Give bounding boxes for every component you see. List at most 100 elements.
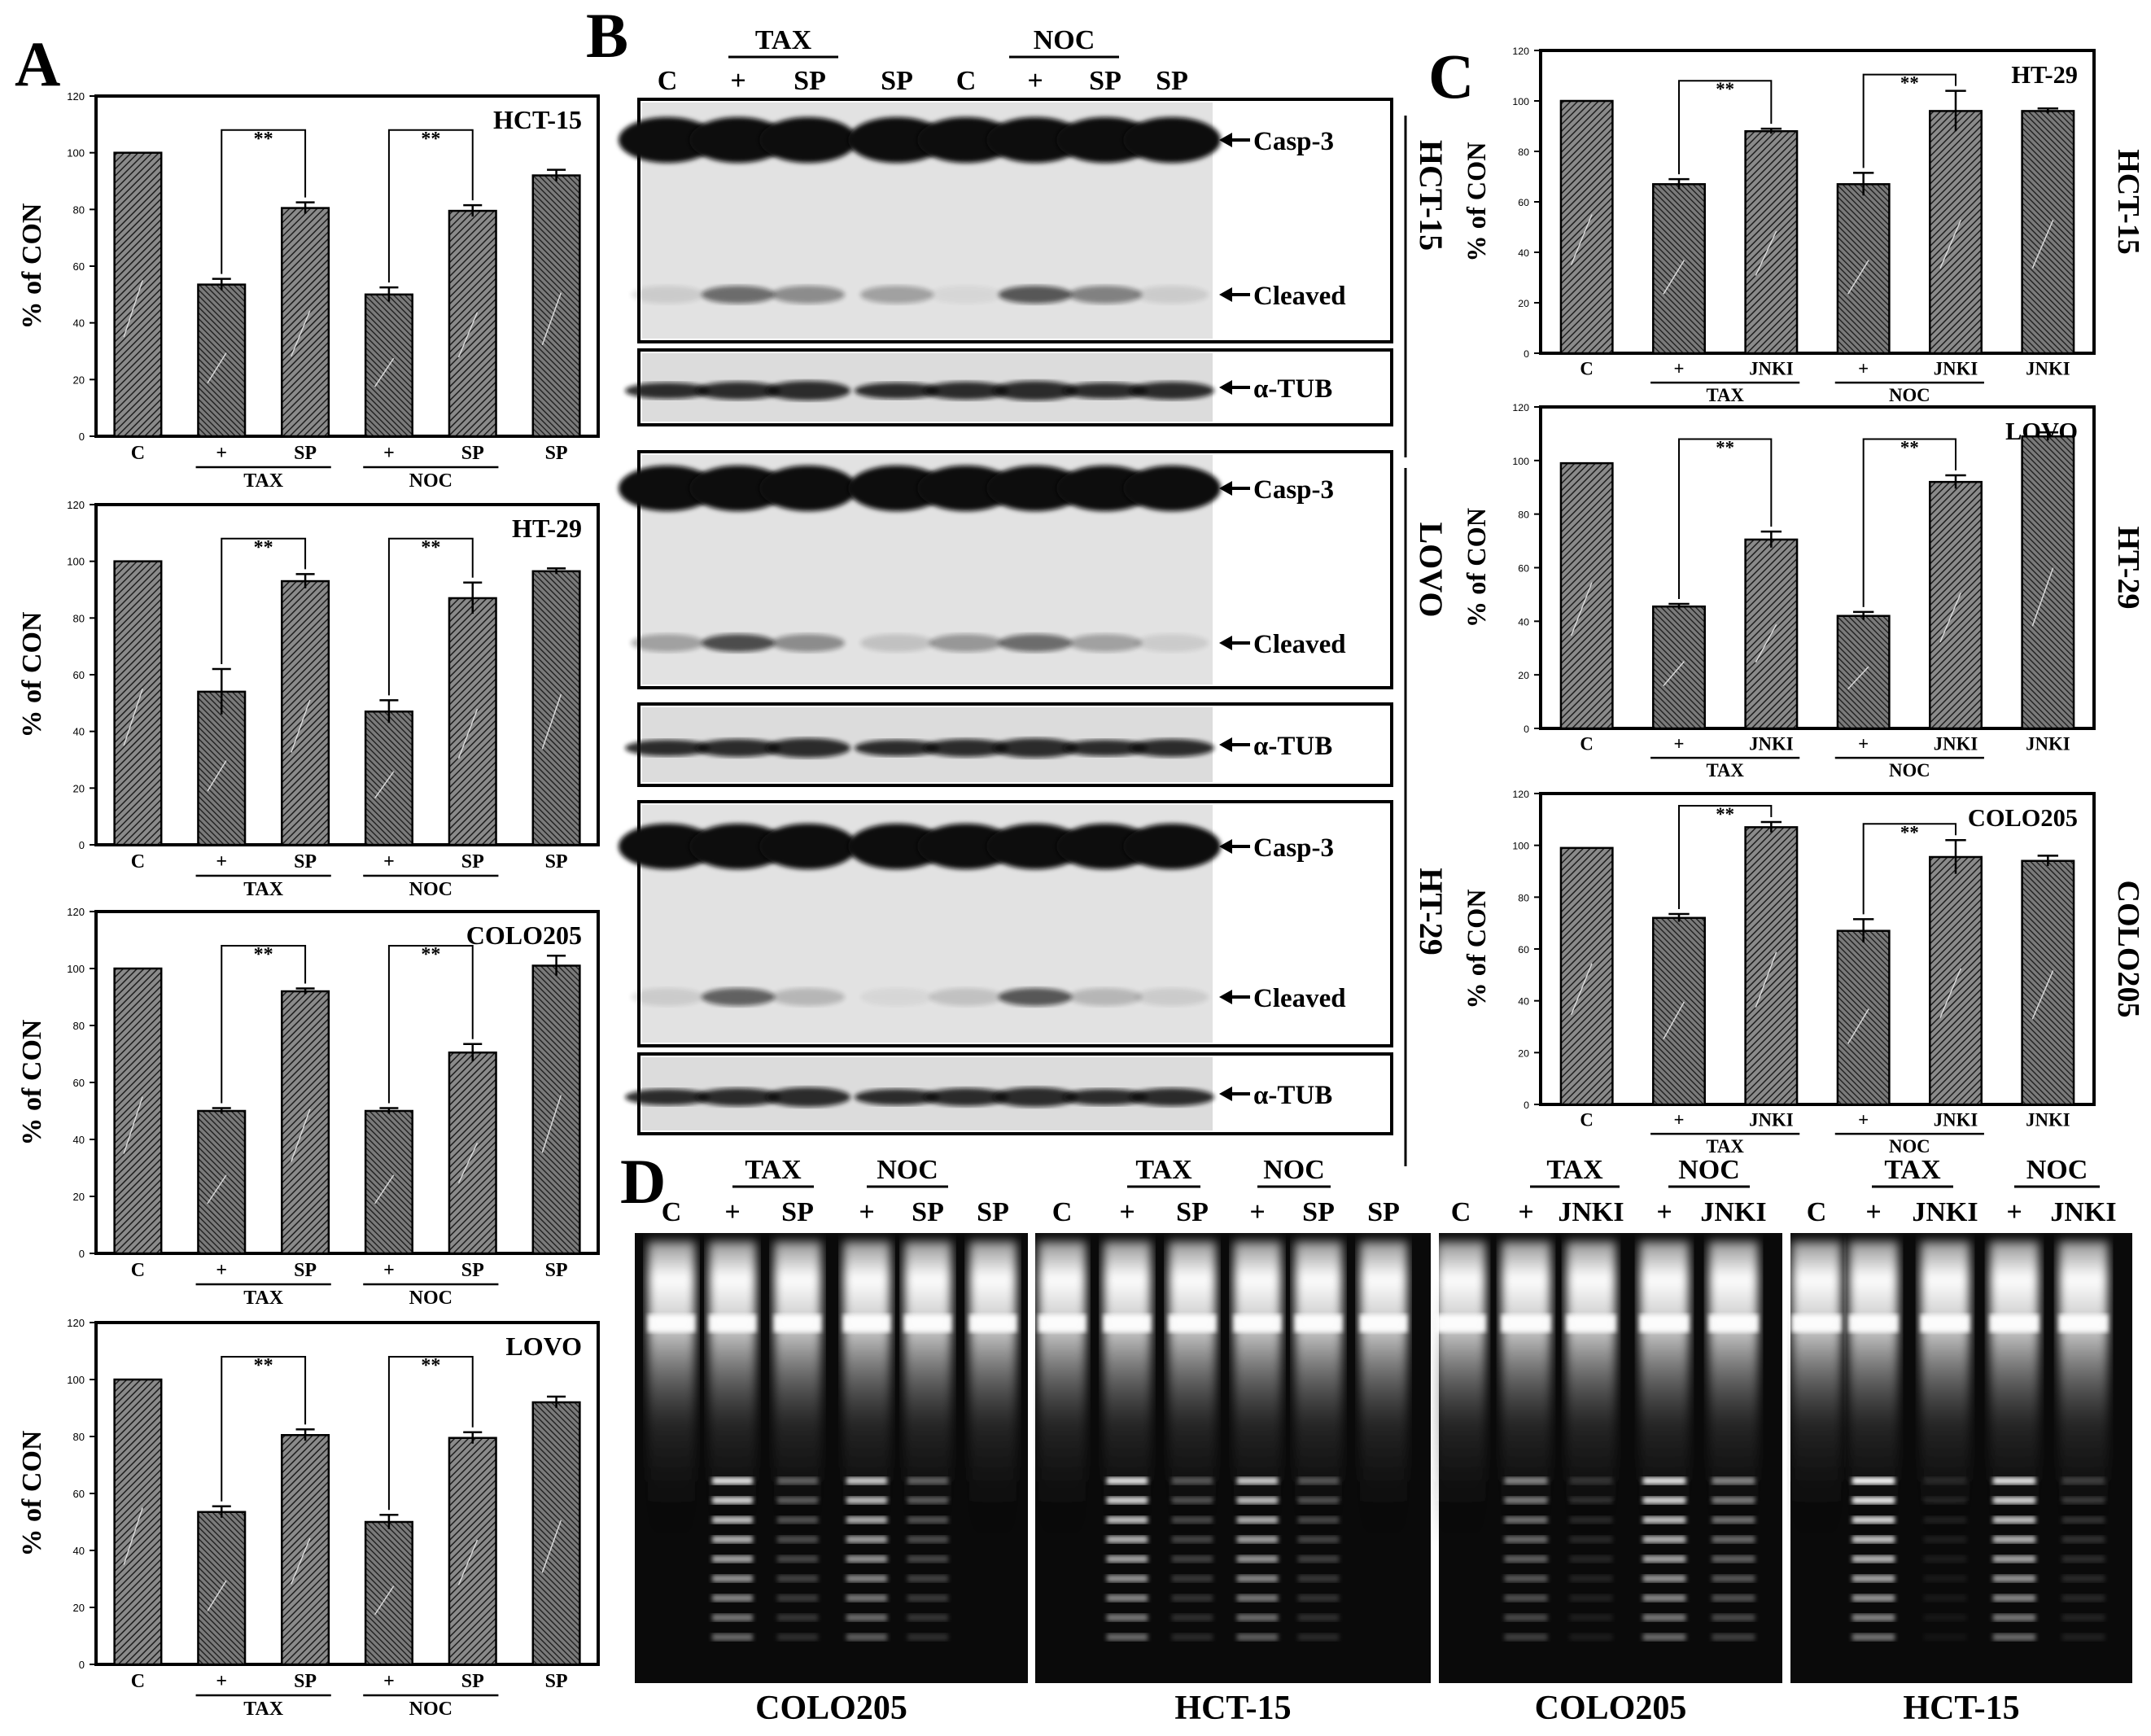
group-label: TAX	[1706, 760, 1744, 781]
gel-ladder-band	[907, 1555, 948, 1563]
band-tub	[766, 1087, 850, 1107]
band-casp3	[1123, 824, 1221, 869]
band-cleaved	[631, 634, 704, 652]
y-tick-label: 40	[73, 726, 85, 738]
band-tub	[924, 739, 1008, 757]
gel-ladder-band	[1852, 1594, 1895, 1602]
band-cleaved	[1135, 286, 1209, 304]
gel-ladder-band	[1297, 1614, 1340, 1621]
gel-ladder-band	[1236, 1497, 1279, 1504]
gel-ladder-band	[1712, 1536, 1755, 1543]
gel-well-band	[1294, 1314, 1343, 1332]
gel-well-band	[1989, 1314, 2040, 1332]
band-cleaved	[860, 286, 933, 304]
gel-ladder-band	[1923, 1555, 1967, 1563]
bar-texture	[2031, 567, 2054, 627]
gel-ladder-band	[1171, 1575, 1213, 1582]
bar	[1652, 916, 1706, 1106]
gel-well-band	[904, 1314, 951, 1332]
gel-well-band	[2058, 1314, 2109, 1332]
gel-ladder-band	[1852, 1497, 1895, 1504]
bar-texture	[207, 1580, 227, 1611]
category-label: +	[1674, 359, 1685, 379]
lane-label: +	[1027, 66, 1043, 96]
category-label: JNKI	[1749, 1110, 1794, 1130]
gel-ladder-band	[846, 1614, 887, 1621]
gel-ladder-band	[846, 1633, 887, 1641]
gel-ladder-band	[1569, 1536, 1613, 1543]
y-tick-label: 80	[1518, 146, 1529, 158]
gel-ladder-band	[1236, 1633, 1279, 1641]
band-casp3	[917, 824, 1015, 869]
gel-ladder-band	[1923, 1477, 1967, 1485]
group-label: NOC	[409, 470, 452, 492]
gel-background	[635, 1233, 1028, 1683]
y-axis-label: % of CON	[1462, 142, 1491, 261]
arrow-head-icon	[1219, 287, 1232, 302]
band-cleaved	[631, 286, 704, 304]
group-label: TAX	[1706, 385, 1744, 405]
gel-ladder-band	[1569, 1614, 1613, 1621]
gel-ladder-band	[1852, 1633, 1895, 1641]
y-axis-label: % of CON	[17, 611, 47, 737]
gel-lane-smear	[1359, 1241, 1408, 1550]
gel-ladder-band	[2061, 1497, 2105, 1504]
category-label: SP	[461, 1260, 484, 1281]
gel-ladder-band	[1569, 1497, 1613, 1504]
category-label: SP	[294, 851, 317, 872]
marker-label: Casp-3	[1253, 833, 1334, 863]
significance-label: **	[254, 537, 273, 558]
category-label: +	[383, 1260, 395, 1281]
y-tick-label: 120	[1512, 46, 1529, 57]
gel-ladder-band	[1106, 1536, 1148, 1543]
band-casp3	[986, 466, 1084, 511]
category-label: SP	[545, 1260, 568, 1281]
panel-letter-a: A	[15, 28, 60, 99]
gel-ladder-band	[1106, 1516, 1148, 1524]
gel-well-band	[1791, 1314, 1842, 1332]
gel-ladder-band	[907, 1594, 948, 1602]
gel-ladder-band	[2061, 1536, 2105, 1543]
band-casp3	[848, 466, 946, 511]
category-label: SP	[461, 851, 484, 872]
band-cleaved	[999, 286, 1072, 304]
gel-ladder-band	[712, 1594, 753, 1602]
band-casp3	[759, 824, 857, 869]
gel-well-band	[1920, 1314, 1970, 1332]
y-tick-label: 80	[1518, 892, 1529, 903]
gel-lane-label: +	[2006, 1197, 2022, 1227]
gel-lane-label: +	[724, 1197, 740, 1227]
gel-ladder-band	[1992, 1477, 2036, 1485]
gel-ladder-band	[777, 1497, 818, 1504]
band-casp3	[1056, 466, 1154, 511]
band-tub	[1130, 739, 1214, 757]
y-tick-label: 100	[67, 963, 85, 975]
marker-label: Cleaved	[1253, 630, 1346, 659]
bar-texture	[374, 771, 395, 799]
gel-ladder-band	[1171, 1497, 1213, 1504]
category-label: SP	[545, 1671, 568, 1692]
lane-label: SP	[1156, 66, 1188, 96]
gel-ladder-band	[1504, 1555, 1548, 1563]
bar-texture	[1755, 230, 1777, 276]
band-cleaved	[702, 988, 775, 1006]
gel-well-band	[774, 1314, 821, 1332]
gel-ladder-band	[1106, 1497, 1148, 1504]
gel-ladder-band	[1923, 1594, 1967, 1602]
category-label: +	[216, 1671, 227, 1692]
bar-texture	[123, 1096, 143, 1154]
band-casp3	[689, 117, 787, 163]
y-axis-label: % of CON	[17, 203, 47, 329]
gel-ladder-band	[2061, 1555, 2105, 1563]
gel-lane-label: JNKI	[1558, 1197, 1624, 1227]
gel-ladder-band	[1712, 1575, 1755, 1582]
y-tick-label: 80	[1518, 509, 1529, 521]
gel-ladder-band	[1569, 1594, 1613, 1602]
marker-label: α-TUB	[1253, 732, 1332, 761]
gel-ladder-band	[1569, 1633, 1613, 1641]
significance-bracket	[1862, 73, 1956, 168]
bar-texture	[123, 689, 143, 746]
y-tick-label: 80	[73, 203, 85, 216]
bar-chart-a-ht29: 0 20 40 60 80 100 120 % of CON HT-29 C + SP + SP SP TAX…	[17, 499, 600, 900]
band-cleaved	[860, 988, 933, 1006]
